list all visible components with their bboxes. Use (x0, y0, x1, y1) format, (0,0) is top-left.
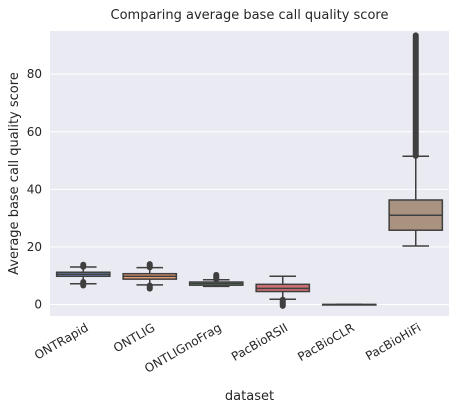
y-axis-label: Average base call quality score (7, 72, 22, 275)
x-axis-label: dataset (225, 389, 274, 404)
outlier-points (80, 279, 86, 288)
outlier-points (147, 261, 153, 270)
outlier-points (147, 282, 153, 291)
x-tick-label: ONTRapid (32, 320, 91, 362)
x-tick-label: PacBioHiFi (363, 320, 423, 363)
outlier-points (80, 262, 86, 270)
y-tick-label: 80 (27, 67, 42, 81)
y-axis-ticks: 0 20 40 60 80 (27, 67, 42, 311)
x-tick-label: PacBioRSII (229, 320, 290, 363)
y-tick-label: 60 (27, 125, 42, 139)
x-tick-label: PacBioCLR (295, 320, 357, 364)
x-tick-label: ONTLIG (111, 320, 157, 355)
outlier-points (213, 272, 219, 283)
box-PacBioCLR (323, 304, 376, 305)
outlier-points (413, 32, 419, 159)
y-tick-label: 40 (27, 182, 42, 196)
y-tick-label: 20 (27, 240, 42, 254)
outlier-points (280, 297, 286, 309)
chart-title: Comparing average base call quality scor… (111, 8, 389, 23)
y-tick-label: 0 (34, 297, 42, 311)
